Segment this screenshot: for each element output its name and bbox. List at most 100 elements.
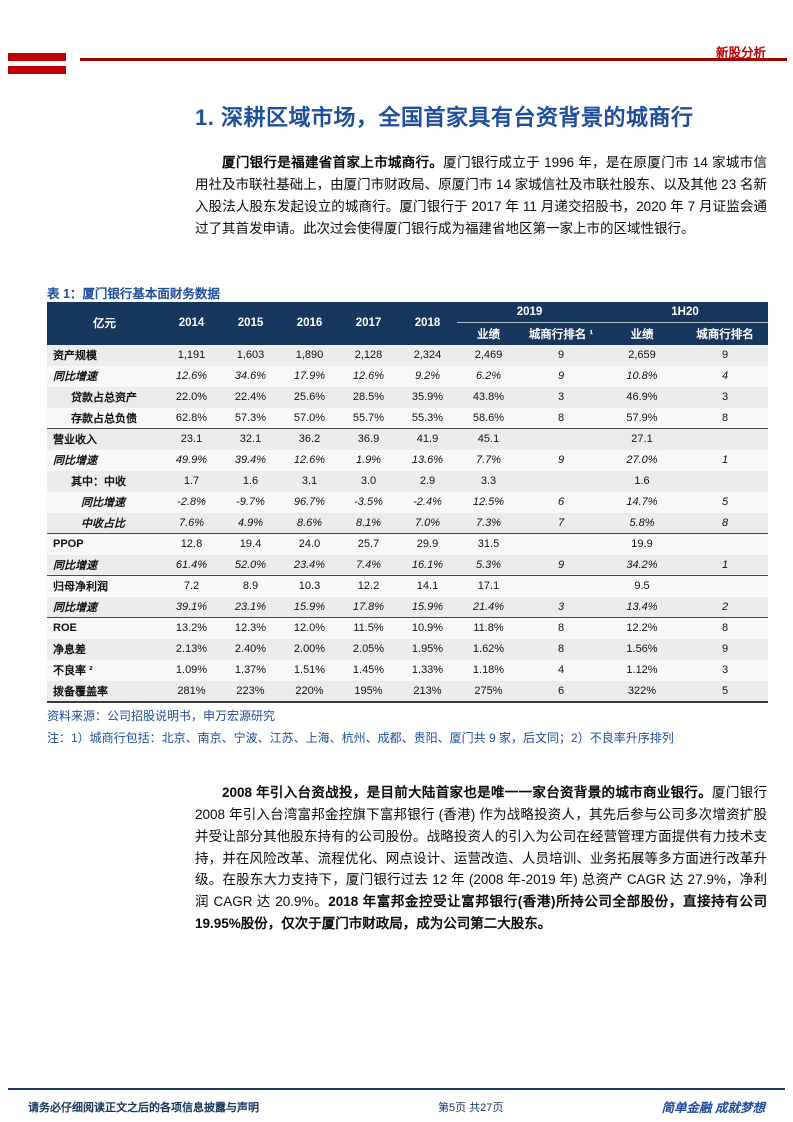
cell-value: 6 (520, 680, 602, 703)
table-row: 贷款占总资产 22.0% 22.4% 25.6% 28.5% 35.9% 43.8% 3 46.… (47, 386, 768, 408)
row-label: 净息差 (53, 644, 86, 656)
table-row: 营业收入 23.1 32.1 36.2 36.9 41.9 45.1 27.1 (47, 428, 768, 450)
cell-value: 13.4% (602, 596, 682, 618)
cell-value: 9 (520, 554, 602, 576)
row-label: 其中：中收 (71, 476, 126, 488)
row-label: 贷款占总资产 (71, 392, 137, 404)
cell-value: 43.8% (472, 391, 505, 403)
cell-value: 275% (457, 680, 520, 703)
sub-header-cell: 城商行排名 (682, 322, 768, 345)
cell-value: 2.40% (234, 643, 267, 655)
table-row: 同比增速 -2.8% -9.7% 96.7% -3.5% -2.4% 12.5% 6 14.7%… (47, 491, 768, 513)
table-header-row-1: 亿元 2014 2015 2016 2017 2018 2019 1H20 (47, 302, 768, 345)
cell-value: 96.7% (293, 496, 326, 508)
table-row: 中收占比 7.6% 4.9% 8.6% 8.1% 7.0% 7.3% 7 5.8% 8 (47, 512, 768, 534)
logo-bar-top (8, 53, 66, 61)
cell-value: 13.6% (411, 454, 444, 466)
cell-value: 6 (557, 496, 565, 508)
cell-value: 5.8% (602, 512, 682, 534)
cell-value: 25.6% (293, 391, 326, 403)
disclaimer-text: 请务必仔细阅读正文之后的各项信息披露与声明 (28, 1102, 259, 1114)
table-row: 同比增速 49.9% 39.4% 12.6% 1.9% 13.6% 7.7% 9 27.0% 1 (47, 449, 768, 471)
report-category-label: 新股分析 (715, 46, 766, 60)
cell-value: 281% (162, 680, 221, 703)
cell-value: 35.9% (411, 391, 444, 403)
cell-value: 57.0% (280, 407, 339, 429)
cell-value: 4 (557, 664, 565, 676)
strategy-paragraph-lead: 2008 年引入台资战投，是目前大陆首家也是唯一一家台资背景的城市商业银行。 (222, 785, 713, 800)
cell-value: 8 (682, 407, 768, 429)
cell-value: 1.33% (411, 664, 444, 676)
cell-value: 7.6% (162, 512, 221, 534)
cell-value: 3 (721, 664, 729, 676)
cell-value: 17.8% (339, 596, 398, 618)
cell-value: 2,128 (354, 349, 383, 361)
table-row: 同比增速 12.6% 34.6% 17.9% 12.6% 9.2% 6.2% 9 10.8% 4 (47, 365, 768, 387)
cell-value (682, 576, 768, 597)
cell-value: 34.2% (602, 554, 682, 576)
cell-value: 3.0 (360, 475, 377, 487)
sub-header-cell: 业绩 (602, 322, 682, 345)
cell-value: 8 (557, 643, 565, 655)
cell-value: 8 (682, 512, 768, 534)
sub-header-cell: 业绩 (457, 322, 520, 345)
cell-value: 10.3 (298, 580, 321, 593)
group-header-1h20: 1H20 (602, 302, 768, 323)
cell-value: 62.8% (162, 407, 221, 429)
cell-value: 46.9% (626, 391, 658, 403)
cell-value: 1.37% (234, 664, 267, 676)
cell-value (682, 429, 768, 450)
group-header-2019: 2019 (457, 302, 602, 323)
year-header-cell: 2016 (280, 302, 339, 345)
cell-value: 1,603 (236, 349, 265, 361)
cell-value: 8 (721, 622, 729, 635)
cell-value: 23.1 (180, 433, 203, 446)
slogan-text: 简单金融 成就梦想 (661, 1101, 765, 1115)
logo-bar-bottom (8, 66, 66, 74)
cell-value: 1,890 (295, 349, 324, 361)
cell-value: 9 (557, 454, 565, 466)
cell-value: 5.3% (457, 554, 520, 576)
cell-value (682, 534, 768, 555)
cell-value: 36.9 (357, 433, 380, 446)
cell-value: 7 (520, 512, 602, 534)
cell-value (520, 576, 602, 597)
cell-value (520, 471, 602, 492)
cell-value: 45.1 (477, 433, 500, 446)
cell-value: 7.3% (457, 512, 520, 534)
cell-value: 57.9% (602, 407, 682, 429)
year-header-cell: 2018 (398, 302, 457, 345)
cell-value: 25.7 (357, 538, 380, 551)
table-row: 存款占总负债 62.8% 57.3% 57.0% 55.7% 55.3% 58.6% 8 57.… (47, 407, 768, 429)
cell-value: 7.7% (475, 454, 502, 466)
cell-value: 12.6% (293, 454, 326, 466)
cell-value: 223% (221, 680, 280, 703)
cell-value: 1 (721, 454, 729, 466)
row-label: 同比增速 (53, 371, 97, 383)
financial-table-body: 资产规模 1,191 1,603 1,890 2,128 2,324 2,469 9 2,659… (47, 344, 768, 703)
cell-value: 19.4 (239, 538, 262, 551)
brand-logo (8, 53, 66, 79)
cell-value: 36.2 (298, 433, 321, 446)
row-label: 拨备覆盖率 (47, 680, 162, 703)
cell-value: 1.18% (472, 664, 505, 676)
cell-value: 3 (721, 391, 729, 403)
cell-value: 9 (721, 349, 729, 361)
cell-value: 8.1% (339, 512, 398, 534)
cell-value: 39.4% (234, 454, 267, 466)
cell-value: 12.8 (180, 538, 203, 551)
cell-value: 22.4% (234, 391, 267, 403)
cell-value: 55.7% (339, 407, 398, 429)
cell-value: 2,659 (628, 349, 656, 361)
year-header-cell: 2015 (221, 302, 280, 345)
cell-value: 57.3% (221, 407, 280, 429)
cell-value: 2.9 (419, 475, 436, 487)
year-header-cell: 2017 (339, 302, 398, 345)
table-row: ROE 13.2% 12.3% 12.0% 11.5% 10.9% 11.8% 8 12.2% 8 (47, 617, 768, 639)
page-number: 第5页 共27页 (438, 1102, 504, 1114)
table-row: 不良率 ² 1.09% 1.37% 1.51% 1.45% 1.33% 1.18% 4 1.12… (47, 659, 768, 681)
cell-value: 14.7% (626, 496, 658, 508)
cell-value: 10.8% (626, 370, 658, 382)
cell-value: 12.6% (175, 370, 208, 382)
